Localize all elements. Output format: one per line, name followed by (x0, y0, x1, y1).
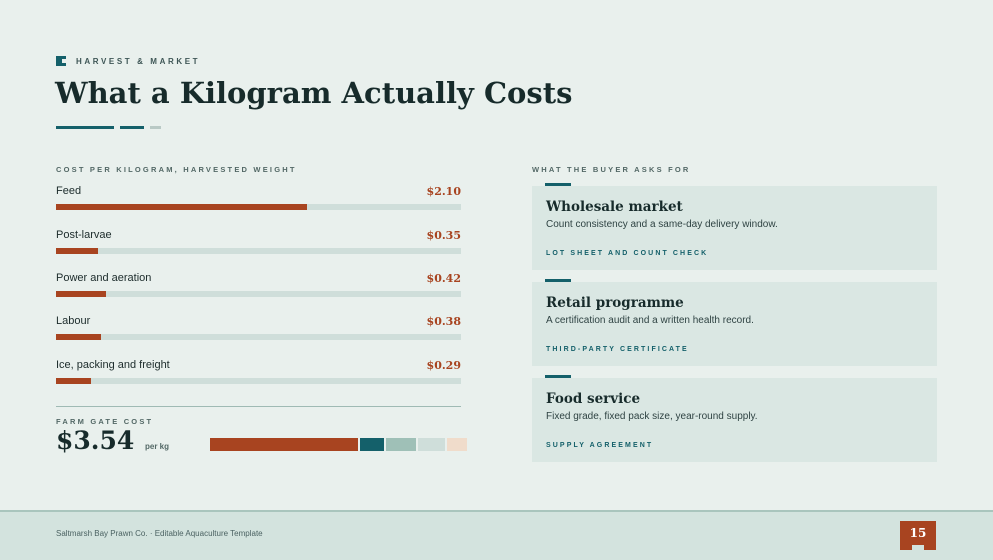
cost-bar-track (56, 204, 461, 210)
cost-stack-segment (417, 438, 445, 451)
cost-row-post-larvae: Post-larvae $0.35 (56, 229, 461, 259)
cost-section-label: COST PER KILOGRAM, HARVESTED WEIGHT (56, 165, 297, 174)
farm-gate-label: FARM GATE COST (56, 417, 154, 426)
page-title: What a Kilogram Actually Costs (55, 76, 573, 110)
cost-label: Labour (56, 315, 91, 327)
cost-stack-bar (210, 438, 467, 451)
cost-value: $2.10 (426, 185, 461, 198)
footer-text: Saltmarsh Bay Prawn Co. · Editable Aquac… (56, 529, 263, 538)
cost-row-freight: Ice, packing and freight $0.29 (56, 359, 461, 389)
card-accent (545, 279, 571, 282)
card-title: Wholesale market (546, 199, 683, 215)
card-title: Food service (546, 391, 641, 407)
cost-bar-fill (56, 248, 98, 254)
card-title: Retail programme (546, 295, 684, 311)
cost-stack-segment (446, 438, 467, 451)
card-tag: LOT SHEET AND COUNT CHECK (546, 250, 709, 257)
card-description: Count consistency and a same-day deliver… (546, 219, 778, 230)
footer: Saltmarsh Bay Prawn Co. · Editable Aquac… (0, 510, 993, 560)
cost-value: $0.38 (426, 315, 461, 328)
cost-value: $0.42 (426, 272, 461, 285)
card-description: A certification audit and a written heal… (546, 315, 754, 326)
cost-stack-segment (386, 438, 416, 451)
cost-stack-segment (359, 438, 385, 451)
cost-bar-track (56, 378, 461, 384)
farm-gate-unit: per kg (145, 442, 170, 451)
cost-bar-track (56, 248, 461, 254)
cost-value: $0.29 (426, 359, 461, 372)
title-underline-dash (150, 126, 161, 129)
cost-bar-fill (56, 334, 102, 340)
card-retail-programme: Retail programme A certification audit a… (532, 282, 937, 366)
eyebrow-mark-icon (56, 56, 66, 66)
cost-label: Ice, packing and freight (56, 359, 170, 371)
cost-label: Power and aeration (56, 272, 152, 284)
title-underline-dash (56, 126, 114, 129)
cost-label: Feed (56, 185, 82, 197)
cost-stack-segment (210, 438, 358, 451)
cost-row-feed: Feed $2.10 (56, 185, 461, 215)
eyebrow-text: HARVEST & MARKET (76, 56, 201, 66)
farm-gate-value: $3.54 (56, 426, 135, 455)
divider (56, 406, 461, 407)
title-underline-dash (120, 126, 144, 129)
cost-bar-fill (56, 204, 307, 210)
eyebrow: HARVEST & MARKET (56, 56, 200, 66)
cost-bar-track (56, 291, 461, 297)
page-number: 15 (900, 521, 936, 550)
card-food-service: Food service Fixed grade, fixed pack siz… (532, 378, 937, 462)
card-tag: THIRD-PARTY CERTIFICATE (546, 346, 689, 353)
cost-bar-fill (56, 378, 91, 384)
card-tag: SUPPLY AGREEMENT (546, 442, 654, 449)
card-accent (545, 183, 571, 186)
cost-label: Post-larvae (56, 229, 112, 241)
cost-bar-track (56, 334, 461, 340)
card-wholesale-market: Wholesale market Count consistency and a… (532, 186, 937, 270)
cost-row-power: Power and aeration $0.42 (56, 272, 461, 302)
buyer-section-label: WHAT THE BUYER ASKS FOR (532, 165, 691, 174)
cost-value: $0.35 (426, 229, 461, 242)
cost-bar-fill (56, 291, 107, 297)
card-description: Fixed grade, fixed pack size, year-round… (546, 411, 758, 422)
cost-row-labour: Labour $0.38 (56, 315, 461, 345)
card-accent (545, 375, 571, 378)
